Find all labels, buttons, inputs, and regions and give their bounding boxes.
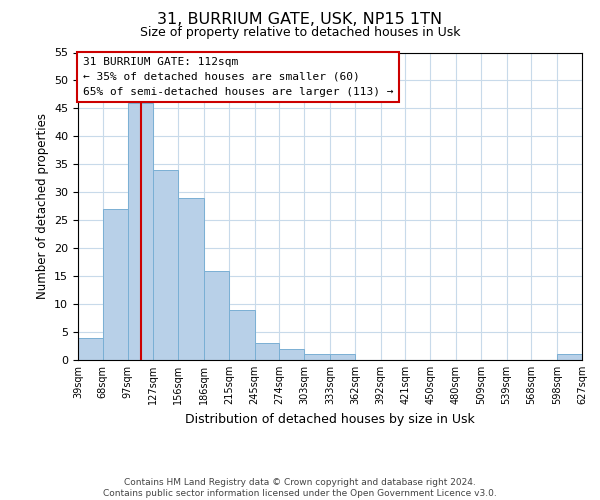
Bar (103, 209, 128, 360)
Bar (178, 198, 204, 360)
Bar (78, 338, 103, 360)
Bar (154, 170, 178, 360)
X-axis label: Distribution of detached houses by size in Usk: Distribution of detached houses by size … (185, 412, 475, 426)
Text: Size of property relative to detached houses in Usk: Size of property relative to detached ho… (140, 26, 460, 39)
Y-axis label: Number of detached properties: Number of detached properties (35, 114, 49, 299)
Text: 31 BURRIUM GATE: 112sqm
← 35% of detached houses are smaller (60)
65% of semi-de: 31 BURRIUM GATE: 112sqm ← 35% of detache… (83, 57, 394, 96)
Bar (557, 354, 582, 360)
Bar (229, 310, 254, 360)
Bar (254, 343, 280, 360)
Bar (280, 349, 304, 360)
Text: 31, BURRIUM GATE, USK, NP15 1TN: 31, BURRIUM GATE, USK, NP15 1TN (157, 12, 443, 28)
Bar (304, 354, 330, 360)
Text: Contains HM Land Registry data © Crown copyright and database right 2024.
Contai: Contains HM Land Registry data © Crown c… (103, 478, 497, 498)
Bar (128, 103, 154, 360)
Bar (330, 354, 355, 360)
Bar (204, 270, 229, 360)
